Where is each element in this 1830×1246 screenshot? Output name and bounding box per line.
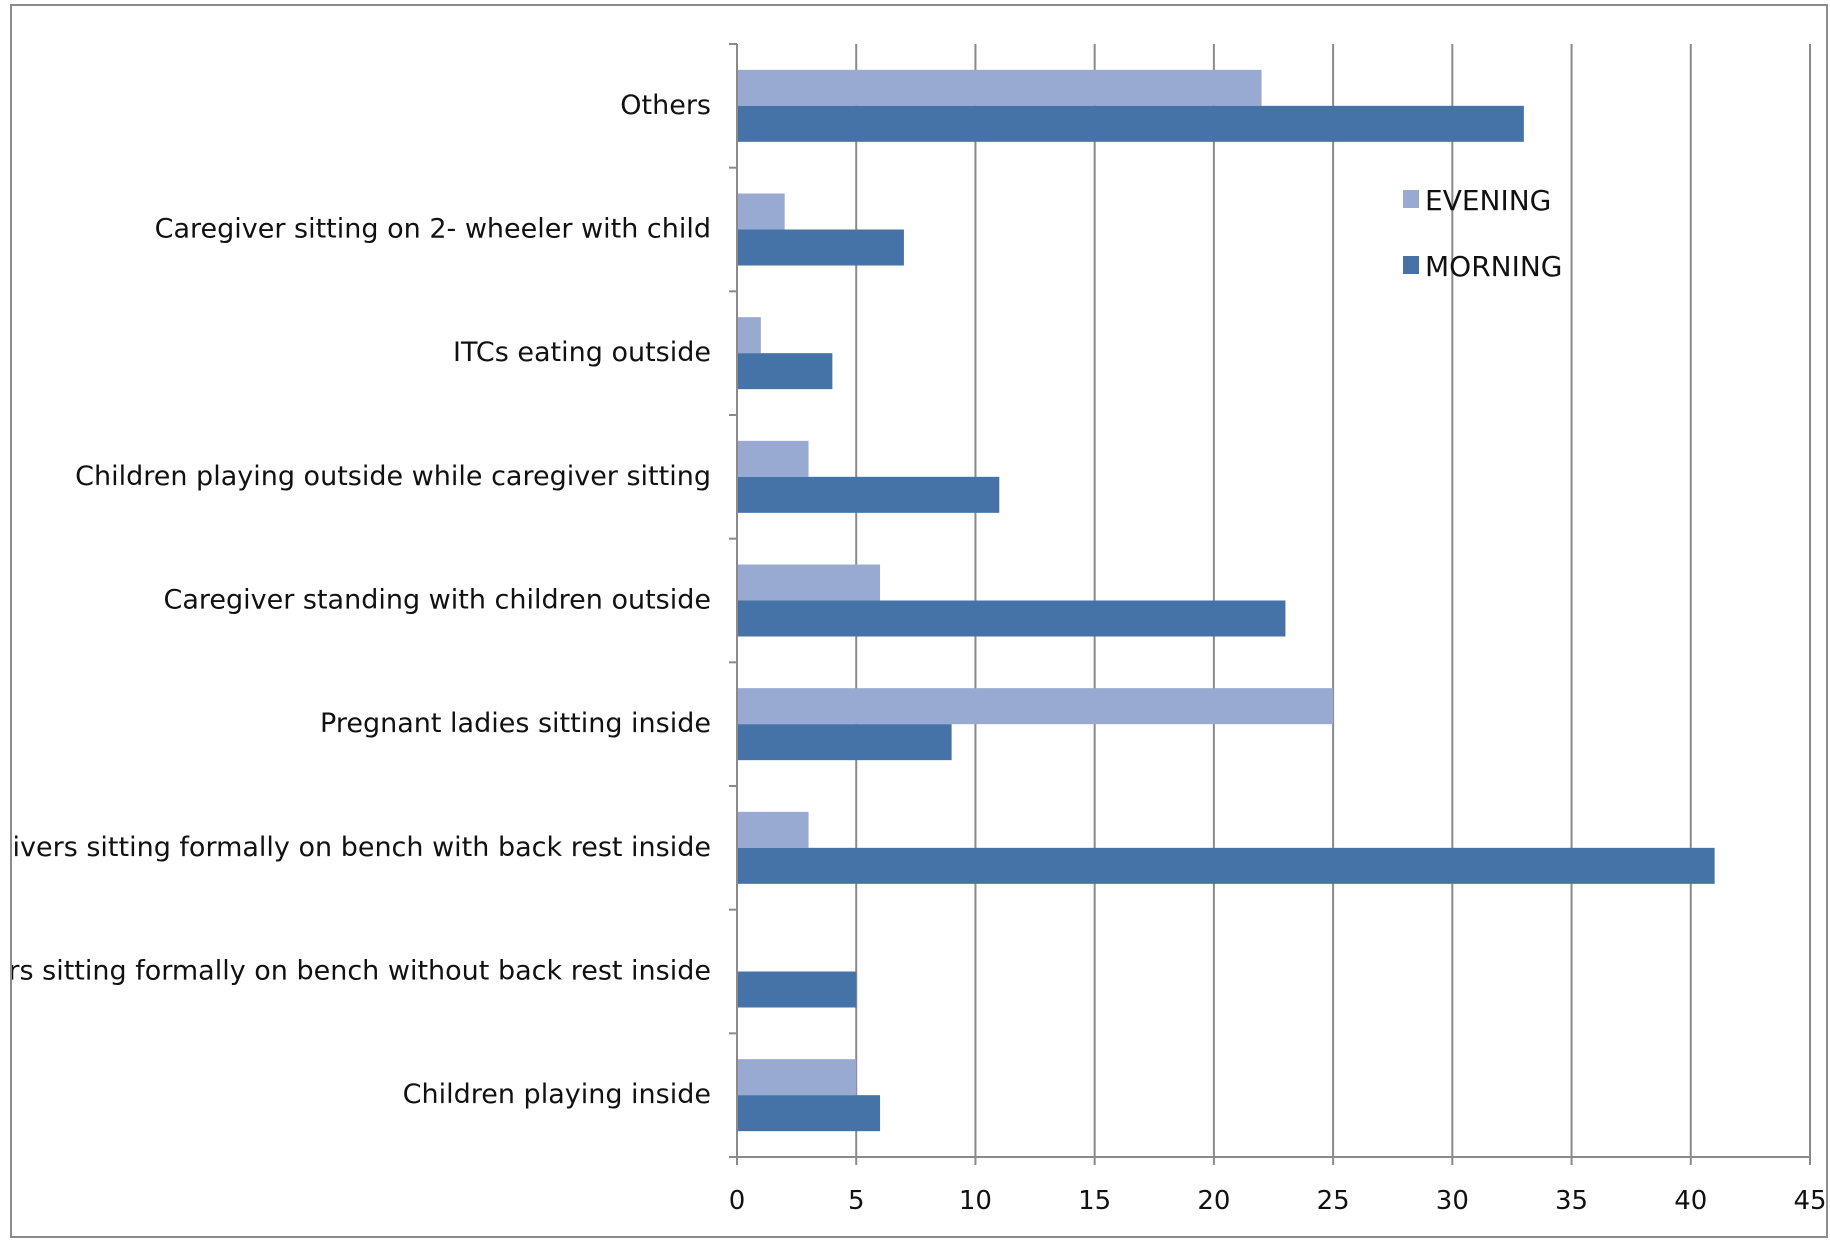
category-label-2: ITCs eating outside xyxy=(453,337,711,368)
category-label-8: Children playing inside xyxy=(403,1079,711,1110)
x-tick-labels: 0 5 10 15 20 25 30 35 40 45 xyxy=(729,1186,1827,1216)
bar-morning-7 xyxy=(737,971,857,1008)
bar-evening-2 xyxy=(737,317,761,354)
x-tick-label-25: 25 xyxy=(1317,1186,1350,1216)
x-tick-label-45: 45 xyxy=(1793,1186,1826,1216)
bar-evening-3 xyxy=(737,440,809,477)
bar-chart: Others Caregiver sitting on 2- wheeler wi… xyxy=(12,43,1827,1216)
axes xyxy=(729,43,1811,1165)
legend: EVENING MORNING xyxy=(1403,184,1563,283)
bar-morning-5 xyxy=(737,724,952,761)
category-label-5: Pregnant ladies sitting inside xyxy=(320,708,711,739)
x-tick-label-35: 35 xyxy=(1555,1186,1588,1216)
bar-morning-2 xyxy=(737,353,833,390)
category-label-1: Caregiver sitting on 2- wheeler with chi… xyxy=(155,214,711,245)
bar-evening-6 xyxy=(737,811,809,848)
category-labels: Others Caregiver sitting on 2- wheeler wi… xyxy=(12,90,711,1110)
bar-evening-0 xyxy=(737,69,1262,106)
category-label-4: Caregiver standing with children outside xyxy=(163,585,711,616)
legend-swatch-evening xyxy=(1403,190,1419,208)
category-label-0: Others xyxy=(620,90,711,121)
x-tick-label-0: 0 xyxy=(729,1186,746,1216)
legend-label-morning: MORNING xyxy=(1425,250,1563,283)
x-tick-label-20: 20 xyxy=(1197,1186,1230,1216)
gridlines xyxy=(855,44,1811,1157)
bar-evening-5 xyxy=(737,688,1334,725)
bar-morning-6 xyxy=(737,847,1715,884)
bar-morning-3 xyxy=(737,476,1000,513)
legend-swatch-morning xyxy=(1403,256,1419,274)
x-tick-label-5: 5 xyxy=(848,1186,865,1216)
x-tick-label-30: 30 xyxy=(1436,1186,1469,1216)
bar-evening-4 xyxy=(737,564,881,601)
x-tick-label-10: 10 xyxy=(959,1186,992,1216)
legend-label-evening: EVENING xyxy=(1425,184,1551,217)
x-tick-label-15: 15 xyxy=(1078,1186,1111,1216)
x-tick-label-40: 40 xyxy=(1674,1186,1707,1216)
category-label-3: Children playing outside while caregiver… xyxy=(75,461,711,492)
bar-evening-1 xyxy=(737,193,785,230)
bar-morning-1 xyxy=(737,229,904,266)
bar-morning-8 xyxy=(737,1095,881,1132)
bars xyxy=(737,69,1715,1132)
bar-morning-0 xyxy=(737,105,1524,142)
chart-frame: Others Caregiver sitting on 2- wheeler wi… xyxy=(10,4,1828,1238)
bar-evening-8 xyxy=(737,1059,857,1096)
bar-morning-4 xyxy=(737,600,1286,637)
